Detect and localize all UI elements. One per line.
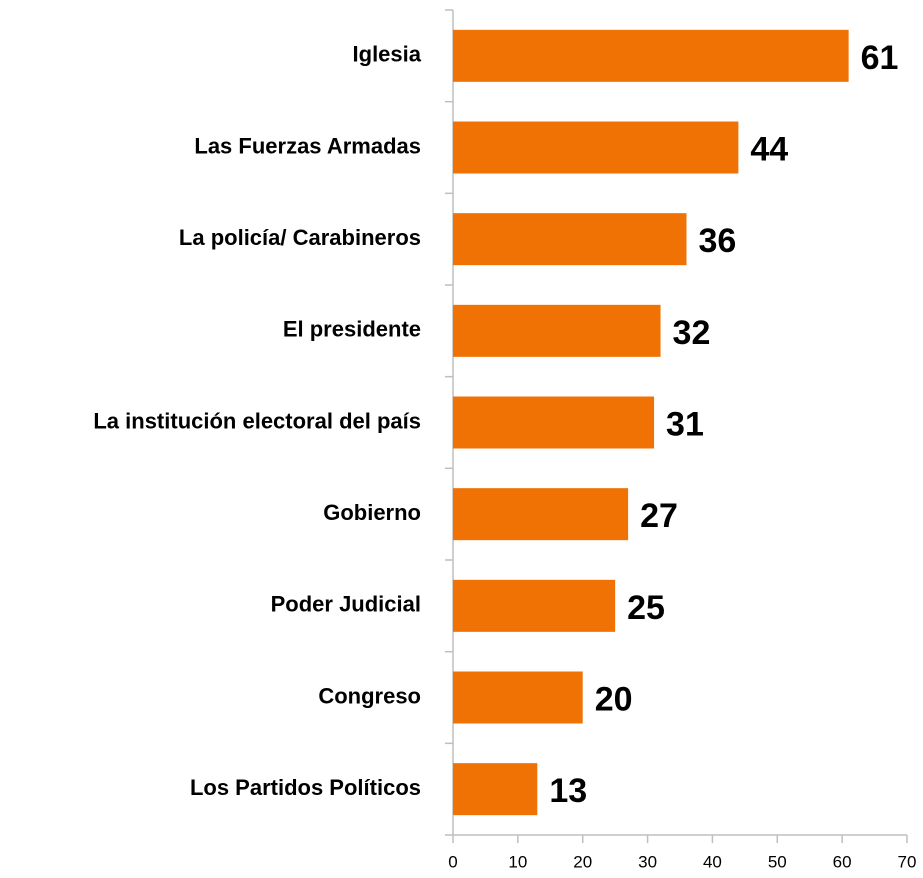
bar	[453, 763, 538, 816]
value-label: 36	[698, 222, 736, 260]
value-label: 25	[627, 589, 665, 627]
value-label: 61	[861, 39, 899, 77]
x-tick-label: 30	[638, 852, 657, 871]
x-tick-label: 50	[768, 852, 787, 871]
category-label: La policía/ Carabineros	[179, 225, 421, 250]
x-tick-label: 70	[898, 852, 917, 871]
category-label: Las Fuerzas Armadas	[194, 133, 421, 158]
bar	[453, 488, 629, 541]
value-label: 32	[673, 314, 711, 352]
value-label: 44	[750, 130, 788, 168]
x-tick-label: 60	[833, 852, 852, 871]
bar	[453, 579, 616, 632]
category-label: La institución electoral del país	[93, 408, 421, 433]
category-label: Gobierno	[323, 500, 421, 525]
category-label: Los Partidos Políticos	[190, 775, 421, 800]
value-label: 31	[666, 405, 704, 443]
category-label: Iglesia	[353, 42, 422, 67]
bar	[453, 396, 655, 449]
x-tick-label: 40	[703, 852, 722, 871]
bar	[453, 121, 739, 174]
category-label: Congreso	[318, 683, 421, 708]
value-label: 20	[595, 680, 633, 718]
bar	[453, 304, 661, 357]
bar	[453, 29, 849, 82]
value-label: 27	[640, 497, 678, 535]
bar	[453, 213, 687, 266]
category-label: El presidente	[283, 317, 421, 342]
x-tick-label: 10	[508, 852, 527, 871]
category-label: Poder Judicial	[271, 592, 421, 617]
x-tick-label: 20	[573, 852, 592, 871]
bar	[453, 671, 583, 724]
value-label: 13	[549, 772, 587, 810]
x-tick-label: 0	[448, 852, 457, 871]
